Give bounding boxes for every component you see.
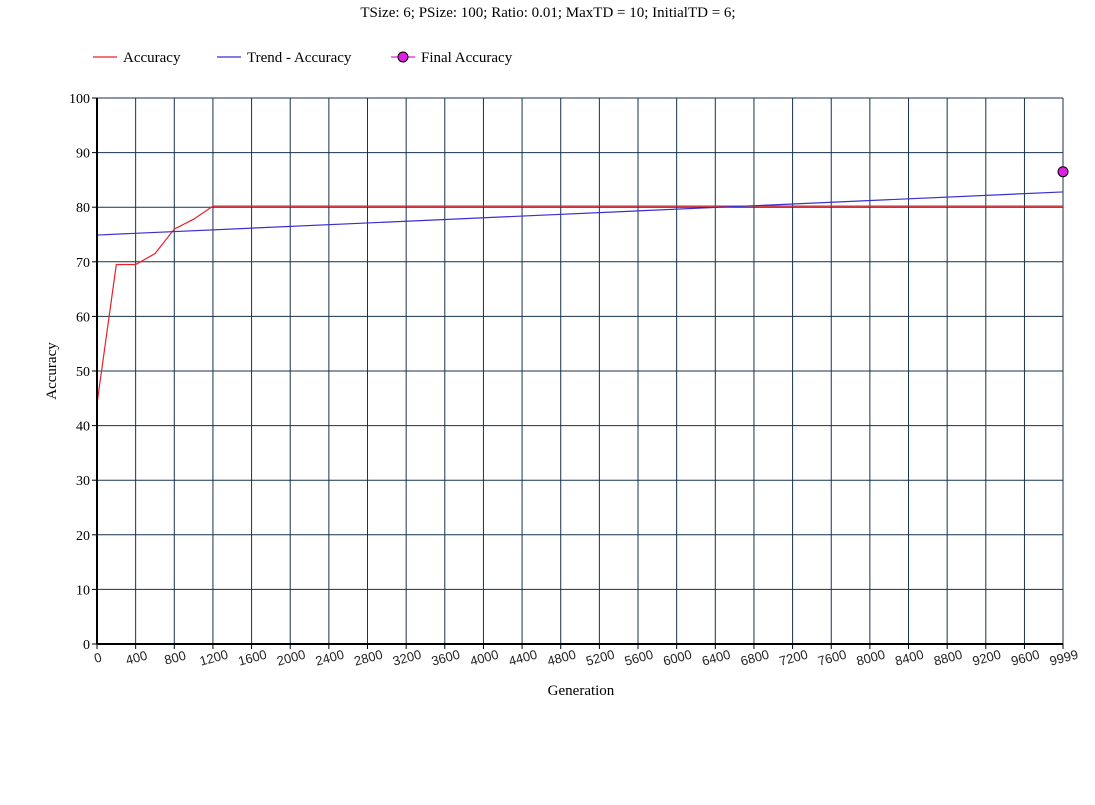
y-tick-label: 50	[76, 365, 90, 380]
legend-label: Final Accuracy	[421, 50, 513, 66]
x-tick-label: 8000	[855, 647, 887, 669]
y-tick-label: 10	[76, 583, 90, 598]
x-tick-label: 9600	[1009, 647, 1041, 669]
y-tick-label: 0	[83, 638, 90, 653]
y-tick-label: 20	[76, 529, 90, 544]
legend-item-accuracy: Accuracy	[93, 50, 181, 66]
x-tick-label: 8800	[932, 647, 964, 669]
y-tick-label: 90	[76, 147, 90, 162]
final-accuracy-point	[1057, 166, 1069, 178]
x-tick-label: 4800	[546, 647, 578, 669]
y-tick-label: 80	[76, 201, 90, 216]
x-tick-label: 1200	[198, 647, 230, 669]
grid-lines	[96, 97, 1064, 645]
x-tick-label: 4400	[507, 647, 539, 669]
x-axis-ticks: 0 400 800 1200 1600 2000 2400 2800 3200 3600 4000 4…	[92, 644, 1080, 669]
x-tick-label: 400	[124, 648, 149, 668]
x-tick-label: 7600	[816, 647, 848, 669]
x-tick-label: 2400	[314, 647, 346, 669]
x-tick-label: 8400	[893, 647, 925, 669]
y-tick-label: 40	[76, 420, 90, 435]
x-tick-label: 6800	[739, 647, 771, 669]
x-axis-title: Generation	[548, 683, 615, 699]
x-tick-label: 6000	[662, 647, 694, 669]
x-tick-label: 0	[92, 649, 103, 665]
y-tick-label: 60	[76, 310, 90, 325]
plot-series	[96, 166, 1069, 404]
accuracy-line	[96, 205, 1063, 404]
legend-label: Accuracy	[123, 50, 181, 66]
x-tick-label: 2800	[352, 647, 384, 669]
legend-item-trend-accuracy: Trend - Accuracy	[217, 50, 352, 66]
x-tick-label: 9999	[1048, 647, 1080, 669]
x-tick-label: 2000	[275, 647, 307, 669]
y-tick-label: 100	[69, 92, 90, 107]
y-tick-label: 70	[76, 256, 90, 271]
trend-accuracy-line	[96, 191, 1064, 236]
legend-item-final-accuracy: Final Accuracy	[391, 50, 513, 66]
x-tick-label: 3200	[391, 647, 423, 669]
x-tick-label: 7200	[778, 647, 810, 669]
x-tick-label: 800	[163, 648, 188, 668]
x-tick-label: 3600	[430, 647, 462, 669]
x-tick-label: 5600	[623, 647, 655, 669]
legend: Accuracy Trend - Accuracy Final Accuracy	[93, 50, 513, 66]
x-tick-label: 4000	[468, 647, 500, 669]
x-tick-label: 6400	[700, 647, 732, 669]
x-tick-label: 9200	[971, 647, 1003, 669]
legend-marker	[397, 51, 409, 63]
x-tick-label: 5200	[584, 647, 616, 669]
y-axis-ticks: 0 10 20 30 40 50 60 70 80 90 100	[69, 92, 97, 653]
x-tick-label: 1600	[237, 647, 269, 669]
y-axis-title: Accuracy	[44, 342, 60, 400]
legend-label: Trend - Accuracy	[247, 50, 352, 66]
chart-title: TSize: 6; PSize: 100; Ratio: 0.01; MaxTD…	[360, 5, 735, 21]
y-tick-label: 30	[76, 474, 90, 489]
